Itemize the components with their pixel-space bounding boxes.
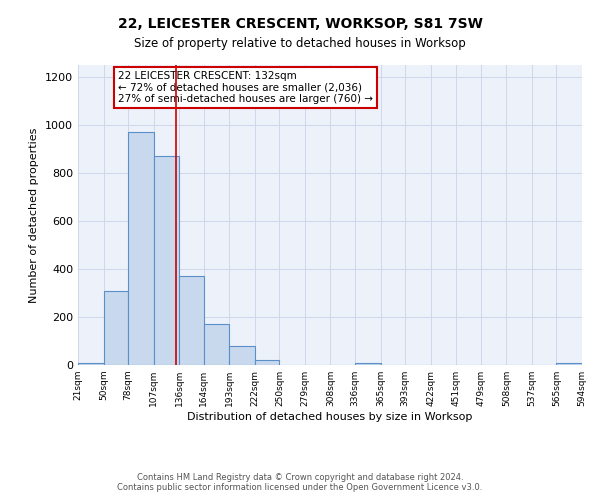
Bar	[154, 156, 179, 365]
X-axis label: Distribution of detached houses by size in Worksop: Distribution of detached houses by size …	[187, 412, 473, 422]
Y-axis label: Number of detached properties: Number of detached properties	[29, 128, 40, 302]
Bar	[104, 291, 128, 365]
Bar	[556, 362, 582, 365]
Bar	[355, 362, 380, 365]
Text: 22, LEICESTER CRESCENT, WORKSOP, S81 7SW: 22, LEICESTER CRESCENT, WORKSOP, S81 7SW	[118, 18, 482, 32]
Text: 22 LEICESTER CRESCENT: 132sqm
← 72% of detached houses are smaller (2,036)
27% o: 22 LEICESTER CRESCENT: 132sqm ← 72% of d…	[118, 71, 373, 104]
Bar	[179, 276, 204, 365]
Bar	[229, 346, 255, 365]
Bar	[78, 362, 104, 365]
Text: Size of property relative to detached houses in Worksop: Size of property relative to detached ho…	[134, 38, 466, 51]
Bar	[128, 132, 154, 365]
Bar	[255, 360, 280, 365]
Text: Contains HM Land Registry data © Crown copyright and database right 2024.
Contai: Contains HM Land Registry data © Crown c…	[118, 473, 482, 492]
Bar	[204, 324, 229, 365]
